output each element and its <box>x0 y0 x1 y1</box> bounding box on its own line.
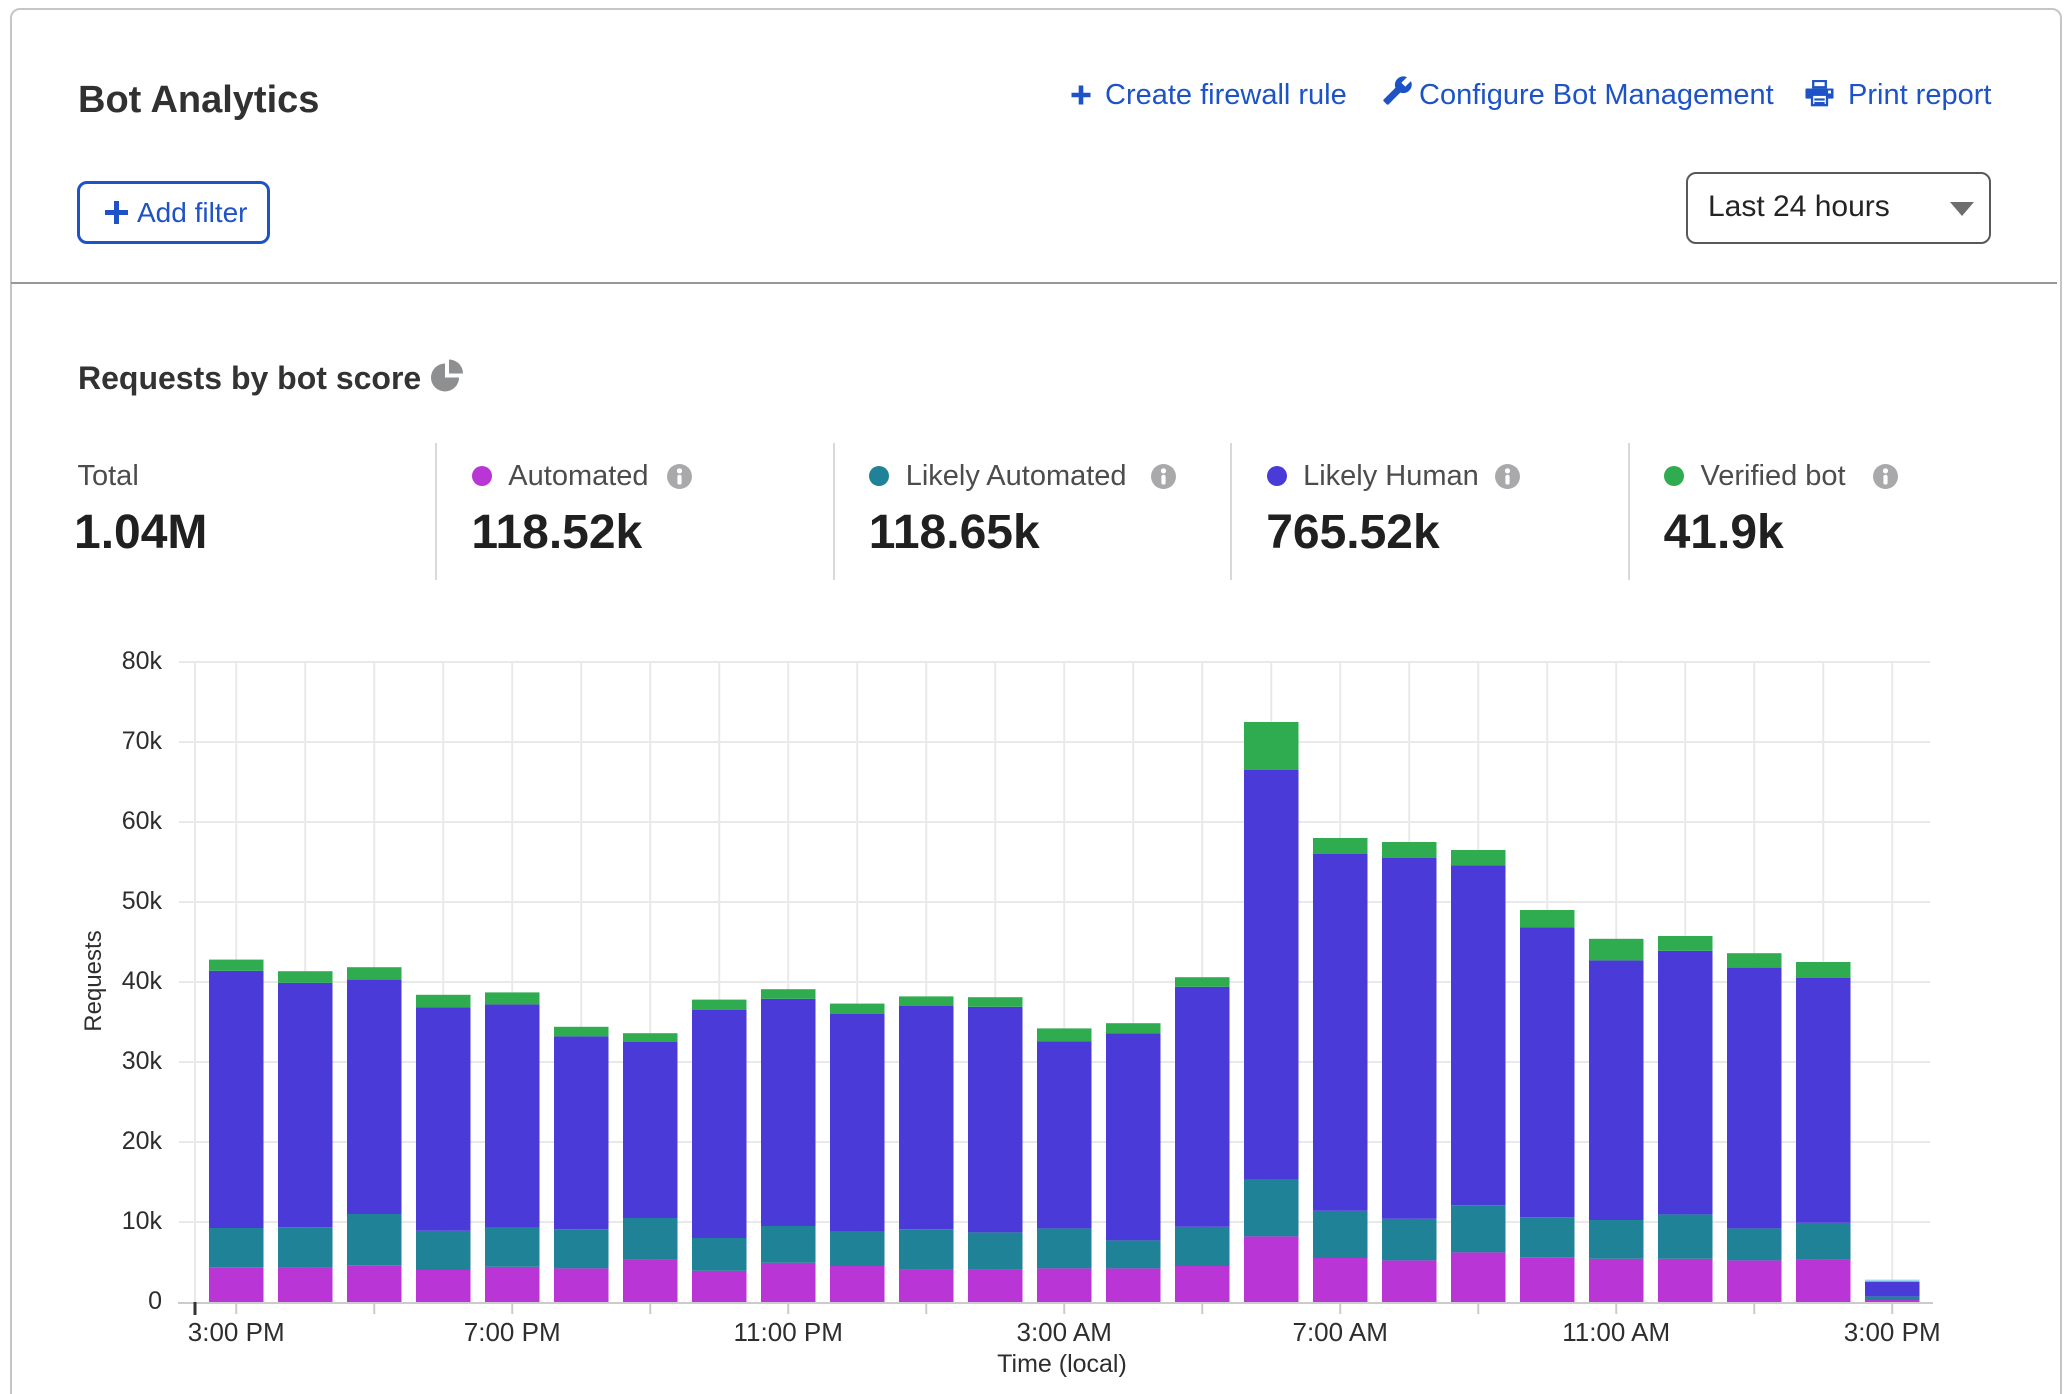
svg-text:60k: 60k <box>122 807 163 835</box>
svg-text:7:00 PM: 7:00 PM <box>464 1317 561 1347</box>
svg-text:3:00 PM: 3:00 PM <box>188 1317 285 1347</box>
svg-text:80k: 80k <box>122 647 163 675</box>
svg-text:20k: 20k <box>122 1127 163 1155</box>
svg-text:3:00 PM: 3:00 PM <box>1844 1317 1941 1347</box>
svg-text:Requests: Requests <box>80 930 107 1031</box>
svg-text:40k: 40k <box>122 967 163 995</box>
svg-text:7:00 AM: 7:00 AM <box>1292 1317 1387 1347</box>
svg-text:3:00 AM: 3:00 AM <box>1016 1317 1111 1347</box>
svg-text:11:00 AM: 11:00 AM <box>1562 1317 1670 1347</box>
svg-text:10k: 10k <box>122 1207 163 1235</box>
svg-text:Time (local): Time (local) <box>997 1350 1127 1378</box>
svg-text:70k: 70k <box>122 727 163 755</box>
svg-text:30k: 30k <box>122 1047 163 1075</box>
svg-text:11:00 PM: 11:00 PM <box>734 1317 843 1347</box>
svg-text:0: 0 <box>148 1287 162 1315</box>
svg-text:50k: 50k <box>122 887 163 915</box>
